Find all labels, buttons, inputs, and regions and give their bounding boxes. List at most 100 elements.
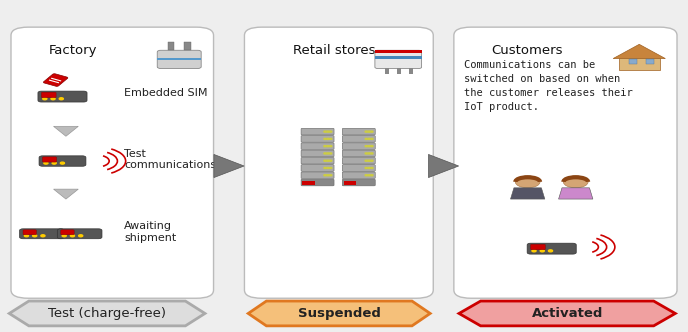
Text: Awaiting
shipment: Awaiting shipment — [125, 221, 177, 243]
Bar — [303, 181, 315, 185]
Circle shape — [368, 131, 370, 132]
FancyBboxPatch shape — [343, 165, 375, 171]
Circle shape — [327, 145, 329, 147]
Polygon shape — [459, 301, 676, 326]
Bar — [409, 68, 413, 74]
Circle shape — [327, 131, 329, 132]
Text: Suspended: Suspended — [298, 307, 380, 320]
FancyBboxPatch shape — [527, 243, 577, 254]
Circle shape — [365, 145, 367, 147]
Circle shape — [540, 250, 544, 252]
Circle shape — [330, 145, 332, 147]
Circle shape — [324, 153, 326, 154]
Polygon shape — [214, 154, 244, 178]
FancyBboxPatch shape — [19, 229, 64, 239]
FancyBboxPatch shape — [343, 172, 375, 179]
Circle shape — [368, 153, 370, 154]
Circle shape — [324, 167, 326, 169]
Bar — [184, 42, 191, 49]
Circle shape — [327, 160, 329, 161]
Polygon shape — [9, 301, 205, 326]
Circle shape — [368, 167, 370, 169]
Circle shape — [515, 176, 540, 188]
FancyBboxPatch shape — [301, 179, 334, 186]
Circle shape — [368, 145, 370, 147]
Circle shape — [365, 138, 367, 139]
Circle shape — [324, 138, 326, 139]
FancyBboxPatch shape — [343, 179, 375, 186]
Circle shape — [324, 175, 326, 176]
Bar — [397, 68, 401, 74]
Circle shape — [327, 153, 329, 154]
Circle shape — [62, 235, 66, 237]
Circle shape — [327, 167, 329, 169]
FancyBboxPatch shape — [301, 128, 334, 135]
Text: Test
communications: Test communications — [125, 149, 217, 170]
FancyBboxPatch shape — [301, 157, 334, 164]
Circle shape — [368, 160, 370, 161]
FancyBboxPatch shape — [343, 135, 375, 142]
Circle shape — [32, 235, 36, 237]
Circle shape — [371, 160, 373, 161]
Circle shape — [371, 153, 373, 154]
Circle shape — [52, 162, 56, 164]
Polygon shape — [248, 301, 430, 326]
FancyBboxPatch shape — [301, 165, 334, 171]
FancyBboxPatch shape — [23, 230, 36, 235]
Text: Embedded SIM: Embedded SIM — [125, 88, 208, 98]
FancyBboxPatch shape — [41, 92, 56, 98]
Bar — [619, 57, 660, 70]
Circle shape — [365, 167, 367, 169]
Polygon shape — [559, 188, 593, 199]
FancyBboxPatch shape — [343, 143, 375, 149]
Circle shape — [371, 138, 373, 139]
FancyBboxPatch shape — [158, 50, 201, 68]
Circle shape — [330, 138, 332, 139]
Circle shape — [371, 131, 373, 132]
Text: Activated: Activated — [531, 307, 603, 320]
Text: Communications can be
switched on based on when
the customer releases their
IoT : Communications can be switched on based … — [464, 60, 633, 112]
Bar — [158, 57, 201, 60]
FancyBboxPatch shape — [11, 27, 213, 298]
Text: Customers: Customers — [492, 44, 563, 57]
Text: Factory: Factory — [49, 44, 97, 57]
Circle shape — [365, 160, 367, 161]
Circle shape — [330, 160, 332, 161]
Circle shape — [371, 175, 373, 176]
Circle shape — [324, 160, 326, 161]
FancyBboxPatch shape — [301, 143, 334, 149]
Circle shape — [78, 235, 83, 237]
Circle shape — [365, 131, 367, 132]
Circle shape — [324, 131, 326, 132]
Circle shape — [563, 176, 588, 188]
Bar — [375, 56, 422, 58]
FancyBboxPatch shape — [39, 156, 86, 166]
Circle shape — [41, 235, 45, 237]
Circle shape — [532, 250, 536, 252]
FancyBboxPatch shape — [38, 91, 87, 102]
Bar — [629, 59, 637, 63]
FancyBboxPatch shape — [301, 150, 334, 157]
FancyBboxPatch shape — [61, 230, 74, 235]
Polygon shape — [54, 126, 78, 136]
Circle shape — [327, 175, 329, 176]
Polygon shape — [429, 154, 459, 178]
Polygon shape — [54, 189, 78, 199]
Circle shape — [70, 235, 74, 237]
Circle shape — [330, 175, 332, 176]
FancyBboxPatch shape — [343, 128, 375, 135]
Circle shape — [43, 98, 47, 100]
FancyBboxPatch shape — [343, 150, 375, 157]
Bar — [385, 68, 389, 74]
FancyBboxPatch shape — [454, 27, 677, 298]
Text: Retail stores: Retail stores — [292, 44, 375, 57]
Text: Test (charge-free): Test (charge-free) — [48, 307, 166, 320]
Bar — [344, 181, 356, 185]
Circle shape — [548, 250, 552, 252]
Bar — [168, 42, 174, 49]
Polygon shape — [510, 188, 545, 199]
Circle shape — [330, 167, 332, 169]
Circle shape — [368, 175, 370, 176]
FancyBboxPatch shape — [43, 74, 68, 86]
Circle shape — [324, 145, 326, 147]
